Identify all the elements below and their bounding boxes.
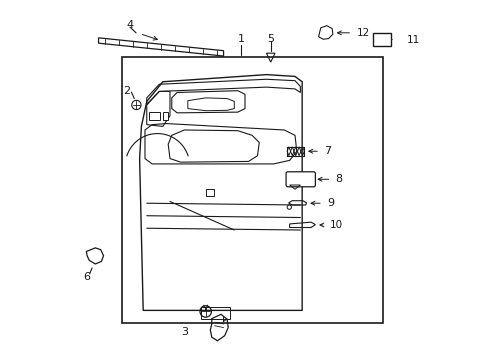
Bar (206, 189, 214, 196)
Text: 1: 1 (238, 33, 245, 44)
Bar (373, 33, 392, 46)
Bar (122, 57, 383, 323)
Text: 9: 9 (327, 198, 334, 208)
Text: 3: 3 (181, 327, 188, 337)
Text: 6: 6 (84, 272, 91, 282)
Text: 7: 7 (324, 146, 331, 156)
Bar (163, 112, 168, 120)
Text: 12: 12 (357, 28, 370, 38)
Text: 11: 11 (407, 35, 420, 45)
Text: 4: 4 (126, 19, 134, 30)
Text: 2: 2 (123, 86, 131, 96)
FancyBboxPatch shape (286, 172, 316, 187)
Bar (201, 307, 230, 319)
Bar (149, 112, 160, 120)
Text: 10: 10 (330, 220, 343, 230)
Text: 8: 8 (336, 174, 343, 184)
Text: 5: 5 (267, 33, 274, 44)
